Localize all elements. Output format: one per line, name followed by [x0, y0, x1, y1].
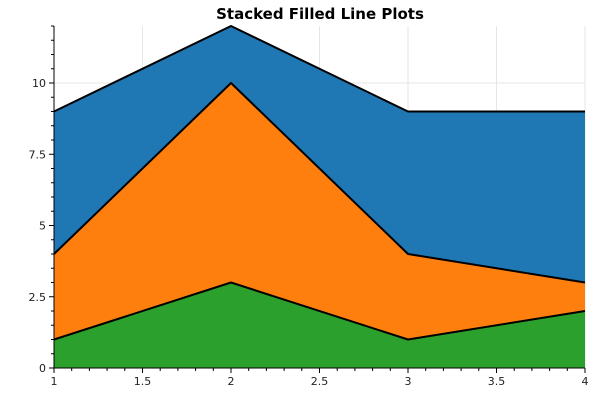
x-tick-label-5: 3.5 [488, 375, 506, 388]
x-tick-label-0: 1 [51, 375, 58, 388]
y-tick-label-4: 10 [32, 77, 46, 90]
area-series-2 [54, 26, 585, 283]
y-axis-ticks: 0 2.5 5 7.5 10 [29, 25, 54, 375]
area-series-1 [54, 83, 585, 340]
lines-layer [53, 25, 586, 341]
y-tick-label-2: 5 [39, 220, 46, 233]
line-series-1 [53, 82, 586, 284]
x-tick-label-4: 3 [405, 375, 412, 388]
x-tick-label-2: 2 [228, 375, 235, 388]
line-series-2 [53, 25, 585, 113]
x-tick-label-1: 1.5 [134, 375, 152, 388]
x-tick-label-6: 4 [582, 375, 589, 388]
area-series-0 [54, 282, 585, 368]
line-series-0 [53, 281, 586, 341]
y-tick-label-0: 0 [39, 362, 46, 375]
x-axis-ticks: 1 1.5 2 2.5 3 3.5 4 [51, 368, 589, 388]
areas-layer [54, 26, 585, 368]
chart-title: Stacked Filled Line Plots [216, 5, 424, 23]
y-tick-label-3: 7.5 [29, 148, 47, 161]
y-tick-label-1: 2.5 [29, 291, 47, 304]
x-tick-label-3: 2.5 [311, 375, 329, 388]
